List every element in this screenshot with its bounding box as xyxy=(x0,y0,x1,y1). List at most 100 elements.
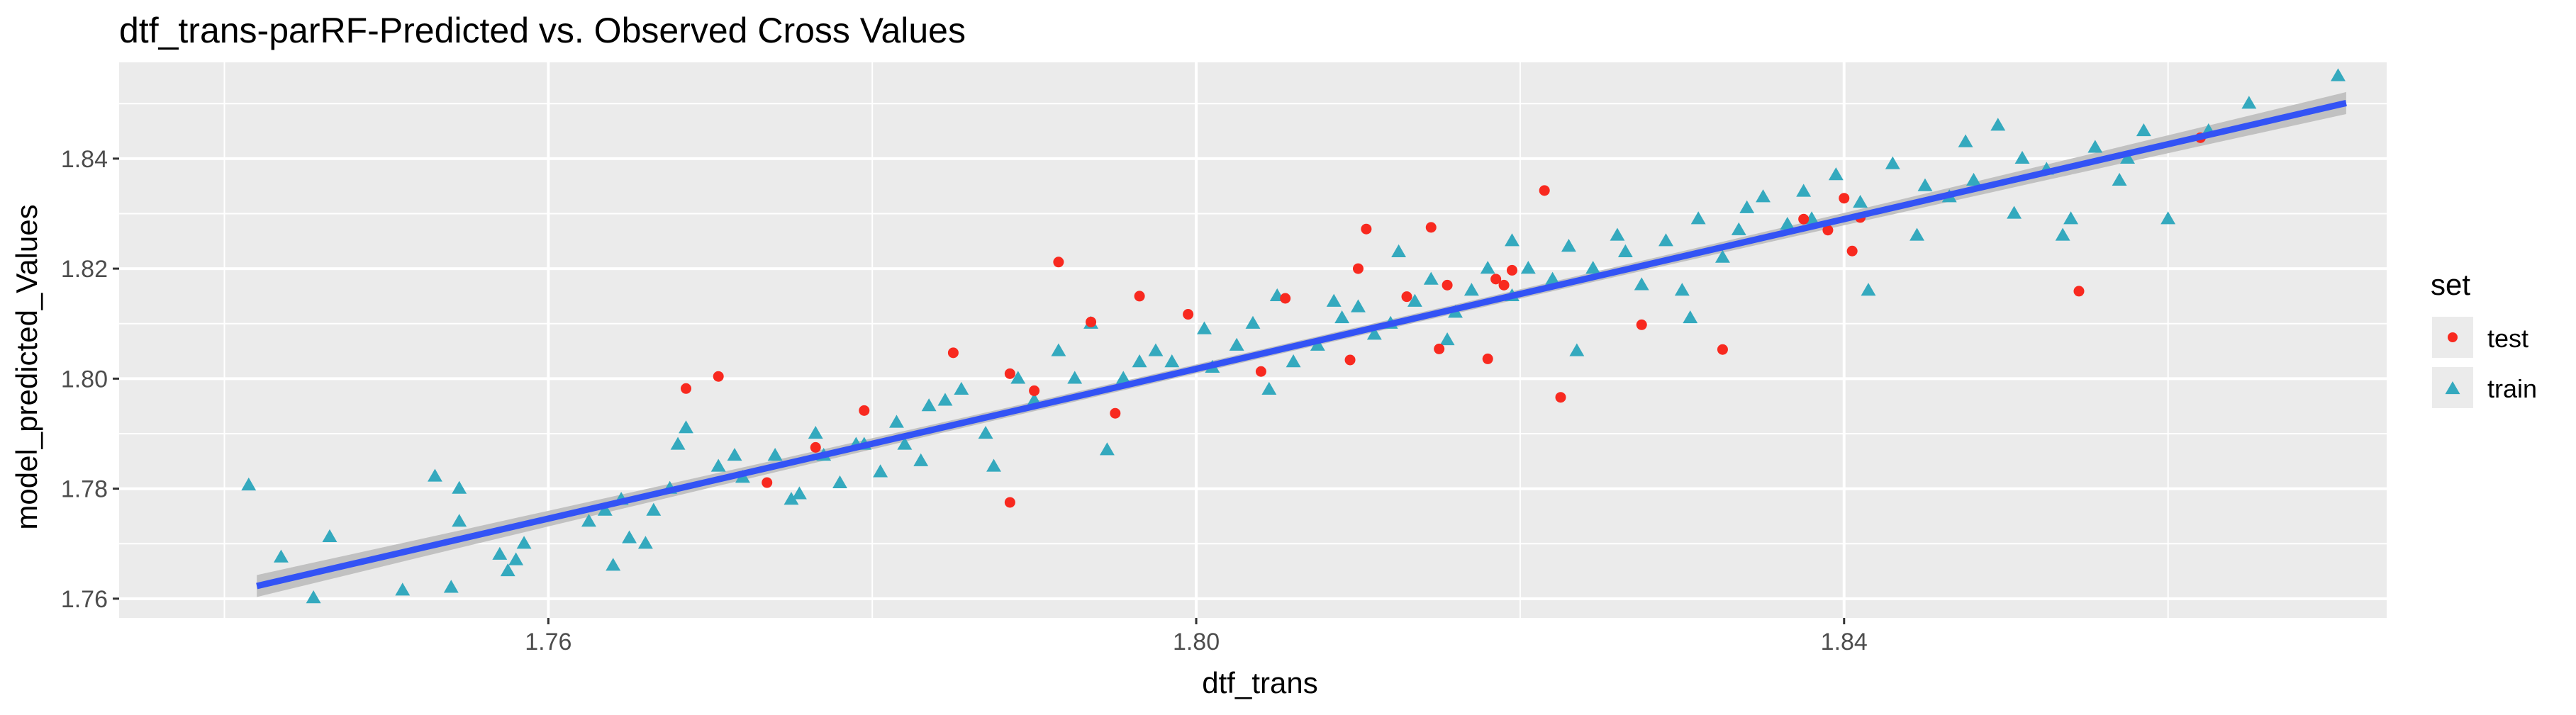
train-point xyxy=(1505,233,1520,247)
train-point xyxy=(1683,310,1698,324)
train-point xyxy=(508,552,524,565)
train-point xyxy=(1658,233,1673,247)
train-point xyxy=(1545,271,1561,285)
train-point xyxy=(2055,227,2070,241)
train-point xyxy=(322,529,338,543)
test-point xyxy=(810,441,821,453)
train-point xyxy=(1796,184,1812,197)
train-point xyxy=(679,420,693,434)
test-point xyxy=(1401,291,1412,303)
test-point xyxy=(1053,257,1064,268)
train-point xyxy=(395,582,411,596)
test-point xyxy=(1134,291,1145,302)
train-point xyxy=(427,468,442,482)
train-point xyxy=(1990,118,2006,131)
test-point xyxy=(1086,316,1097,327)
train-point xyxy=(767,448,783,461)
train-point xyxy=(443,580,459,593)
train-point xyxy=(581,514,596,527)
train-point xyxy=(954,381,969,395)
train-point xyxy=(606,558,621,571)
train-point xyxy=(622,530,637,544)
test-point xyxy=(1434,343,1445,354)
test-point xyxy=(2073,286,2085,297)
train-point xyxy=(1861,283,1876,296)
train-point xyxy=(1610,227,1625,241)
train-point xyxy=(2241,96,2257,109)
train-point xyxy=(873,464,888,478)
test-point xyxy=(1183,309,1194,320)
train-point xyxy=(1634,277,1649,291)
train-point xyxy=(2136,123,2151,137)
legend: set test train xyxy=(2431,268,2537,408)
train-point xyxy=(1958,134,1973,147)
train-point xyxy=(1569,343,1585,356)
train-point xyxy=(710,458,726,472)
train-point xyxy=(597,502,613,516)
test-point xyxy=(1110,407,1121,419)
train-point xyxy=(1561,239,1576,252)
test-point xyxy=(859,405,870,416)
test-point xyxy=(1506,264,1517,276)
y-tick-label: 1.82 xyxy=(61,256,108,283)
train-point xyxy=(1366,327,1382,340)
train-point xyxy=(1853,194,1868,208)
test-point xyxy=(1482,353,1493,364)
test-point xyxy=(1280,293,1291,304)
test-point xyxy=(762,477,773,488)
legend-train-marker xyxy=(2445,381,2460,395)
train-point xyxy=(1966,172,1981,186)
test-point xyxy=(1717,344,1728,355)
train-point xyxy=(500,563,515,577)
train-point xyxy=(492,546,508,560)
train-point xyxy=(1286,354,1301,368)
test-point xyxy=(1539,185,1550,196)
test-point xyxy=(1555,392,1566,403)
train-point xyxy=(921,398,937,412)
test-point xyxy=(1029,385,1040,396)
train-point xyxy=(452,514,467,527)
train-point xyxy=(1245,315,1261,329)
train-point xyxy=(1351,299,1366,313)
train-point xyxy=(1828,167,1844,181)
legend-test-marker xyxy=(2448,332,2458,342)
x-tick-label: 1.84 xyxy=(1821,629,1868,655)
test-point xyxy=(1425,222,1437,233)
test-point xyxy=(1822,225,1834,236)
train-point xyxy=(2007,206,2022,219)
train-point xyxy=(1917,178,1933,191)
train-point xyxy=(452,480,467,494)
y-axis-label: model_predicted_Values xyxy=(10,204,43,529)
train-point xyxy=(727,448,742,461)
test-point xyxy=(713,371,724,382)
train-point xyxy=(2160,211,2176,225)
y-tick-label: 1.80 xyxy=(61,366,108,393)
train-point xyxy=(1115,371,1131,384)
train-point xyxy=(2120,150,2135,164)
legend-label-train: train xyxy=(2487,374,2537,403)
train-point xyxy=(1229,337,1244,351)
test-point xyxy=(1798,213,1810,225)
train-point xyxy=(1674,283,1690,296)
train-point xyxy=(670,437,686,450)
train-point xyxy=(1756,189,1771,203)
x-tick-label: 1.80 xyxy=(1173,629,1220,655)
train-point xyxy=(241,477,257,491)
train-point xyxy=(1164,354,1180,368)
test-point xyxy=(1846,245,1858,257)
train-point xyxy=(2112,172,2127,186)
train-point xyxy=(1407,293,1422,307)
train-point xyxy=(1439,332,1455,346)
regression-line xyxy=(256,100,2347,590)
test-point xyxy=(947,347,959,359)
y-axis: 1.76 1.78 1.80 1.82 1.84 xyxy=(61,146,119,613)
train-point xyxy=(1714,249,1730,263)
train-point xyxy=(791,486,807,500)
train-point xyxy=(832,475,847,488)
test-point xyxy=(1344,354,1356,366)
train-point xyxy=(986,458,1001,472)
train-point xyxy=(1051,343,1066,356)
test-point xyxy=(1636,319,1647,330)
train-point xyxy=(2014,150,2030,164)
